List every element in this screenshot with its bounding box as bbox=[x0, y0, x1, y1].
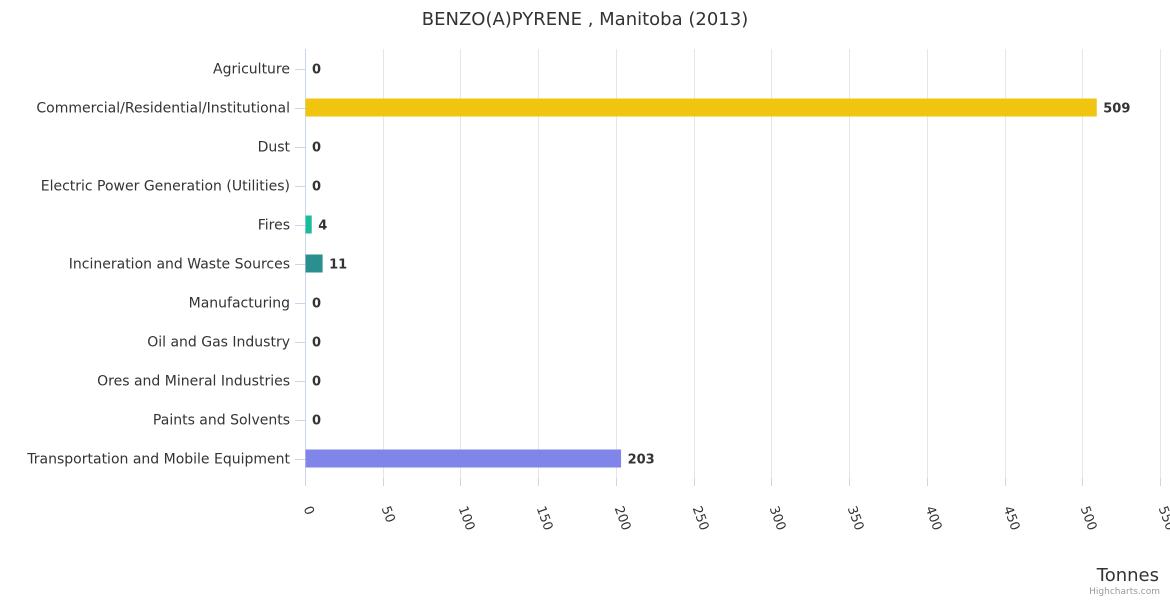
data-label: 509 bbox=[1103, 102, 1130, 117]
category-label: Agriculture bbox=[213, 62, 290, 78]
bar[interactable] bbox=[305, 98, 1097, 117]
x-tick-label: 500 bbox=[1077, 504, 1100, 532]
data-label: 0 bbox=[312, 63, 321, 78]
data-label: 11 bbox=[329, 258, 347, 273]
data-label: 203 bbox=[628, 453, 655, 468]
bar[interactable] bbox=[305, 215, 312, 234]
credits-link[interactable]: Highcharts.com bbox=[1089, 587, 1160, 597]
x-tick-label: 50 bbox=[378, 504, 398, 525]
grid-lines bbox=[305, 49, 1161, 478]
category-label: Incineration and Waste Sources bbox=[69, 257, 290, 273]
chart-title: BENZO(A)PYRENE , Manitoba (2013) bbox=[422, 9, 748, 30]
category-label: Transportation and Mobile Equipment bbox=[26, 452, 290, 468]
category-label: Oil and Gas Industry bbox=[147, 335, 290, 351]
x-axis-ticks: 0 50 100 150 200 250 300 350 400 450 500 550 bbox=[300, 478, 1170, 533]
bars bbox=[305, 98, 1097, 468]
category-label: Manufacturing bbox=[189, 296, 290, 312]
x-tick-label: 400 bbox=[922, 504, 945, 532]
category-label: Paints and Solvents bbox=[153, 413, 290, 429]
data-label: 0 bbox=[312, 336, 321, 351]
category-label: Fires bbox=[258, 218, 290, 234]
category-label: Dust bbox=[258, 140, 291, 156]
category-labels: Agriculture Commercial/Residential/Instit… bbox=[26, 62, 305, 468]
bar[interactable] bbox=[305, 449, 622, 468]
x-tick-label: 200 bbox=[611, 504, 634, 532]
data-label: 0 bbox=[312, 297, 321, 312]
x-tick-label: 550 bbox=[1155, 504, 1170, 532]
bar[interactable] bbox=[305, 254, 323, 273]
data-label: 0 bbox=[312, 414, 321, 429]
category-label: Electric Power Generation (Utilities) bbox=[41, 179, 290, 195]
x-axis-title: Tonnes bbox=[1096, 565, 1159, 586]
x-tick-label: 0 bbox=[300, 504, 317, 517]
x-tick-label: 150 bbox=[533, 504, 556, 532]
data-label: 0 bbox=[312, 375, 321, 390]
data-label: 0 bbox=[312, 141, 321, 156]
category-label: Ores and Mineral Industries bbox=[97, 374, 290, 390]
x-tick-label: 350 bbox=[844, 504, 867, 532]
x-tick-label: 250 bbox=[689, 504, 712, 532]
data-label: 0 bbox=[312, 180, 321, 195]
category-label: Commercial/Residential/Institutional bbox=[36, 101, 290, 117]
x-tick-label: 450 bbox=[1000, 504, 1023, 532]
data-label: 4 bbox=[318, 219, 327, 234]
x-tick-label: 100 bbox=[455, 504, 478, 532]
x-tick-label: 300 bbox=[766, 504, 789, 532]
data-labels: 0 509 0 0 4 11 0 0 0 0 203 bbox=[312, 63, 1130, 468]
